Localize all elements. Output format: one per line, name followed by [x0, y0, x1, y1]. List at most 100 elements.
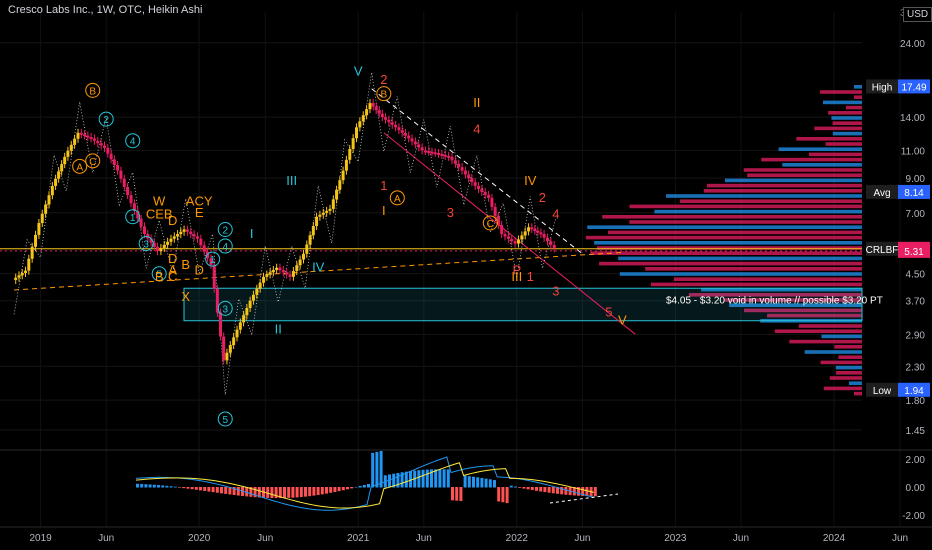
macd-histogram-bar [329, 487, 333, 493]
price-label-name: Low [873, 386, 892, 397]
macd-histogram-bar [417, 470, 421, 488]
wave-label-circle [217, 238, 233, 254]
macd-histogram-bar [392, 473, 396, 488]
target-zone-label: $4.05 - $3.20 void in volume // possible… [666, 295, 883, 306]
time-tick-label: 2023 [664, 533, 687, 544]
macd-histogram-bar [526, 487, 530, 490]
macd-histogram-bar [178, 487, 181, 488]
macd-histogram-bar [434, 469, 438, 488]
wave-label: B [181, 257, 190, 272]
candle [487, 194, 491, 198]
candle [530, 227, 534, 230]
wave-label-circle [72, 158, 88, 174]
macd-histogram-bar [480, 477, 484, 488]
candle [500, 224, 504, 235]
wave-label: A [76, 162, 83, 173]
wave-label: 2 [103, 115, 109, 126]
wave-label: V [618, 313, 627, 328]
time-tick-label: 2021 [347, 533, 370, 544]
candle [420, 147, 424, 151]
macd-histogram-bar [161, 485, 165, 488]
macd-histogram-bar [325, 487, 328, 494]
wave-label: 4 [222, 242, 228, 253]
wave-label: 1 [210, 255, 216, 266]
candle [92, 138, 96, 141]
candle [156, 246, 160, 252]
macd-histogram-bar [547, 487, 551, 493]
candle [470, 178, 474, 183]
candle [450, 156, 454, 161]
volume-profile-bar [618, 256, 862, 261]
macd-histogram-bar [564, 487, 568, 495]
macd-histogram-bar [169, 486, 173, 488]
candle [189, 231, 193, 235]
resistance-trendline [371, 88, 583, 255]
candle [103, 145, 107, 148]
candle [76, 132, 80, 139]
volume-profile-bar [854, 95, 862, 99]
candle [506, 236, 510, 239]
volume-profile-bar [825, 142, 862, 146]
macd-histogram-bar [270, 487, 274, 499]
wave-label: D [194, 263, 203, 278]
candle [169, 238, 173, 242]
candle [79, 132, 83, 135]
candle [27, 258, 31, 271]
candle [182, 229, 186, 232]
volume-profile-bar [629, 220, 862, 224]
wave-label: 5 [605, 304, 612, 319]
volume-profile-bar [587, 225, 862, 229]
price-label-name-box [866, 79, 898, 94]
candle [37, 222, 41, 235]
macd-histogram-bar [358, 485, 362, 488]
wave-label: E [195, 205, 204, 220]
candle [271, 269, 275, 273]
price-tick-label: 9.00 [906, 174, 926, 185]
price-label-name: Avg [873, 188, 890, 199]
wave-label-circle [217, 411, 233, 427]
macd-histogram-bar [472, 476, 475, 488]
macd-histogram-bar [278, 487, 282, 499]
candles [14, 99, 556, 365]
candle [185, 229, 189, 232]
wave-label: C [168, 269, 177, 284]
price-label-value-box [898, 184, 930, 199]
candle [73, 138, 77, 145]
candle [222, 336, 226, 361]
macd-histogram-bar [190, 487, 194, 490]
wave-label: 3 [552, 284, 559, 299]
currency-button[interactable]: USD [903, 7, 932, 22]
wave-label: IV [312, 260, 325, 275]
candle [17, 275, 21, 278]
volume-profile-bar [774, 329, 862, 333]
candle [321, 212, 325, 215]
wave-label-circle [85, 82, 101, 98]
candle [202, 245, 206, 252]
candle [285, 272, 289, 275]
macd-histogram-bar [304, 487, 307, 497]
macd-histogram-bar [530, 487, 534, 491]
macd-histogram-bar [232, 487, 236, 496]
macd-histogram-bar [249, 487, 253, 497]
macd-histogram-bar [341, 487, 345, 491]
candle [86, 135, 90, 138]
wave-label: 4 [130, 137, 136, 148]
price-label-value-box [898, 382, 930, 397]
volume-profile-bar [828, 111, 862, 115]
volume-profile-bar [747, 173, 862, 177]
candle [106, 147, 110, 154]
volume-profile-bar [835, 371, 862, 375]
macd-histogram-bar [396, 472, 400, 488]
candle [374, 106, 378, 111]
price-tick-label: 24.00 [900, 39, 925, 50]
volume-profile-bar [619, 272, 862, 276]
volume-profile-bar [654, 209, 862, 214]
volume-profile-bar [854, 85, 862, 89]
volume-profile-bar [650, 282, 862, 287]
candle [116, 164, 120, 171]
wave-label: IV [524, 173, 537, 188]
price-label-value: 8.14 [904, 188, 924, 199]
candle [368, 103, 372, 110]
